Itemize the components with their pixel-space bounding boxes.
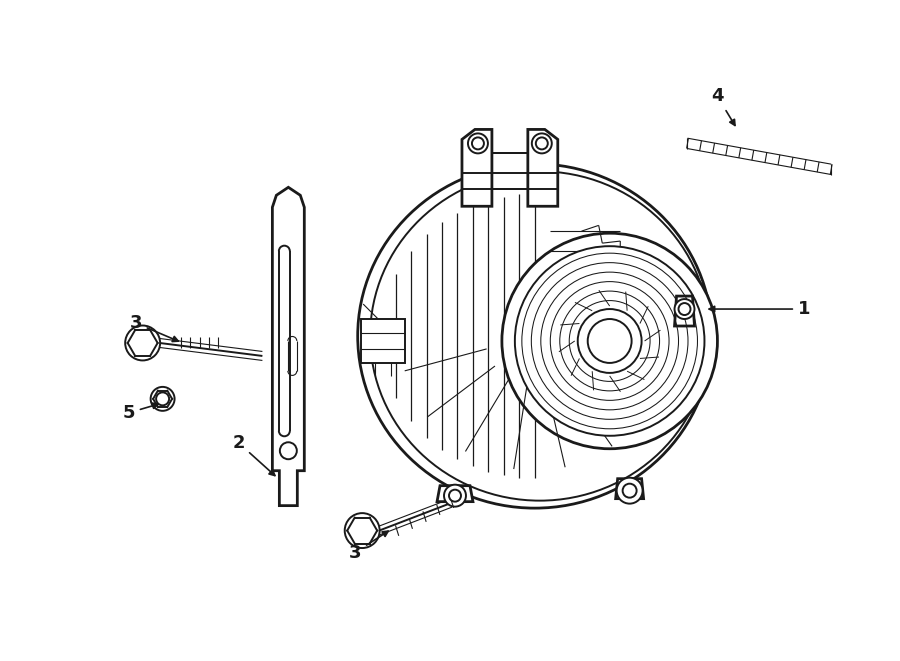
Circle shape [125, 325, 160, 360]
Circle shape [532, 134, 552, 153]
Polygon shape [361, 319, 405, 363]
Polygon shape [462, 153, 558, 189]
Circle shape [674, 299, 695, 319]
Circle shape [536, 137, 548, 149]
Circle shape [345, 513, 380, 548]
Circle shape [150, 387, 175, 411]
Circle shape [502, 233, 717, 449]
Circle shape [679, 303, 690, 315]
Text: 5: 5 [122, 403, 158, 422]
Circle shape [156, 393, 169, 405]
Circle shape [472, 137, 484, 149]
Circle shape [616, 478, 643, 504]
Circle shape [468, 134, 488, 153]
Polygon shape [462, 130, 492, 206]
Circle shape [515, 246, 705, 436]
Circle shape [449, 490, 461, 502]
Polygon shape [273, 187, 304, 506]
Polygon shape [616, 479, 644, 498]
Ellipse shape [357, 164, 712, 508]
Text: 3: 3 [130, 314, 178, 342]
Polygon shape [527, 130, 558, 206]
Text: 1: 1 [709, 300, 811, 318]
Circle shape [280, 442, 297, 459]
Circle shape [444, 485, 466, 506]
Polygon shape [437, 486, 473, 502]
Circle shape [578, 309, 642, 373]
Text: 3: 3 [349, 531, 388, 562]
Circle shape [588, 319, 632, 363]
Text: 4: 4 [711, 87, 735, 126]
Text: 2: 2 [232, 434, 274, 475]
Circle shape [623, 484, 636, 498]
Polygon shape [674, 296, 695, 326]
